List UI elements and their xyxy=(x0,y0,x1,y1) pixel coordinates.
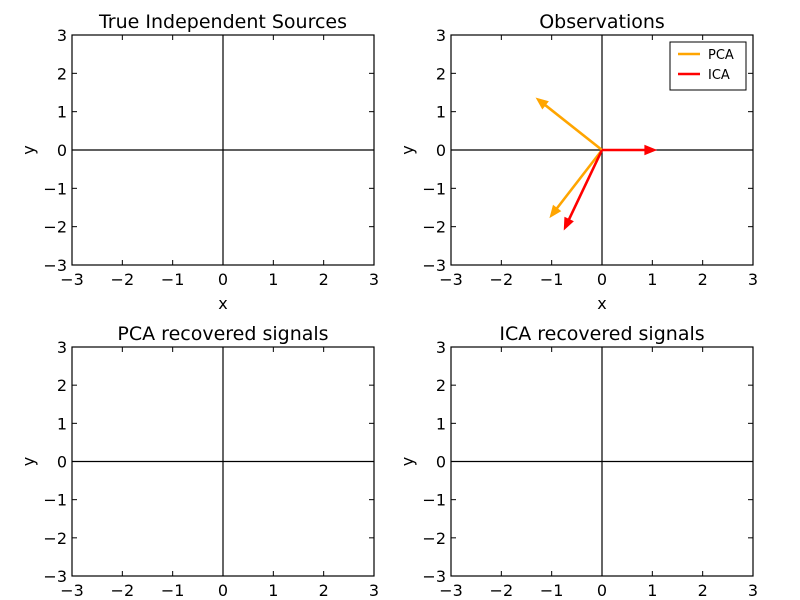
x-tick-label: −1 xyxy=(161,270,185,289)
x-tick-label: −3 xyxy=(60,270,84,289)
y-tick-label: −3 xyxy=(43,256,67,275)
x-tick-label: −3 xyxy=(439,581,463,600)
x-tick-label: −3 xyxy=(60,581,84,600)
y-axis-label: y xyxy=(19,457,38,466)
x-tick-label: 2 xyxy=(698,270,708,289)
legend-label-ica: ICA xyxy=(708,68,730,83)
x-tick-label: 0 xyxy=(218,581,228,600)
x-tick-label: −1 xyxy=(540,270,564,289)
x-tick-label: −1 xyxy=(540,581,564,600)
x-tick-label: 0 xyxy=(597,581,607,600)
y-tick-label: 2 xyxy=(436,376,446,395)
axes-frame xyxy=(71,346,375,577)
y-tick-label: −1 xyxy=(43,179,67,198)
y-tick-label: 0 xyxy=(436,141,446,160)
subplot-title: PCA recovered signals xyxy=(117,323,328,345)
y-tick-label: −1 xyxy=(422,179,446,198)
pca-arrowhead-1 xyxy=(535,97,549,110)
ica-vector-2 xyxy=(567,149,604,220)
x-tick-label: 3 xyxy=(369,581,379,600)
x-tick-label: 1 xyxy=(268,270,278,289)
y-tick-label: 1 xyxy=(436,414,446,433)
x-tick-label: 2 xyxy=(319,270,329,289)
ica-arrowhead-2 xyxy=(563,216,574,231)
legend: PCA ICA xyxy=(669,41,747,91)
pca-vector-2 xyxy=(555,149,604,210)
y-tick-label: −2 xyxy=(422,529,446,548)
y-tick-label: 0 xyxy=(436,453,446,472)
y-tick-label: 0 xyxy=(57,453,67,472)
pca-vector-1 xyxy=(544,104,603,152)
y-axis-label: y xyxy=(19,145,38,154)
y-tick-label: 3 xyxy=(57,338,67,357)
y-tick-label: −3 xyxy=(422,256,446,275)
y-tick-label: −3 xyxy=(43,567,67,586)
axes-frame xyxy=(450,346,754,577)
y-tick-label: −2 xyxy=(43,218,67,237)
subplot-title: True Independent Sources xyxy=(98,11,347,33)
axes-frame xyxy=(450,34,754,266)
y-tick-label: 3 xyxy=(57,26,67,45)
y-tick-label: −3 xyxy=(422,567,446,586)
x-tick-label: −3 xyxy=(439,270,463,289)
subplot-1: −3 −2 −1 0 1 2 3 −3 −2 −1 0 1 2 3 True Independent Sou… xyxy=(19,11,379,313)
x-tick-label: 0 xyxy=(597,270,607,289)
subplot-4: −3 −2 −1 0 1 2 3 −3 −2 −1 0 1 2 3 ICA recovered signal… xyxy=(398,323,758,600)
x-tick-label: 1 xyxy=(647,270,657,289)
y-tick-label: 1 xyxy=(436,103,446,122)
x-tick-label: 1 xyxy=(647,581,657,600)
x-axis-label: x xyxy=(218,294,227,313)
y-tick-label: −2 xyxy=(43,529,67,548)
x-tick-label: 3 xyxy=(748,270,758,289)
y-tick-label: 1 xyxy=(57,414,67,433)
y-tick-label: 2 xyxy=(57,376,67,395)
x-tick-label: 2 xyxy=(319,581,329,600)
axes-frame xyxy=(71,34,375,266)
x-tick-label: 2 xyxy=(698,581,708,600)
y-axis-label: y xyxy=(398,145,417,154)
legend-box xyxy=(669,41,747,91)
x-tick-label: 0 xyxy=(218,270,228,289)
y-tick-label: 2 xyxy=(436,64,446,83)
ica-arrowhead-1 xyxy=(644,144,658,156)
x-tick-label: −2 xyxy=(111,270,135,289)
y-tick-label: −2 xyxy=(422,218,446,237)
y-tick-label: 2 xyxy=(57,64,67,83)
y-tick-label: −1 xyxy=(43,491,67,510)
subplot-2: −3 −2 −1 0 1 2 3 −3 −2 −1 0 1 2 3 Observations x y PCA ICA xyxy=(398,11,758,313)
y-tick-label: 1 xyxy=(57,103,67,122)
subplot-title: ICA recovered signals xyxy=(499,323,704,345)
x-tick-label: −2 xyxy=(111,581,135,600)
subplot-title: Observations xyxy=(539,11,665,33)
x-tick-label: 3 xyxy=(748,581,758,600)
x-axis-label: x xyxy=(597,294,606,313)
x-tick-label: 1 xyxy=(268,581,278,600)
y-axis-label: y xyxy=(398,457,417,466)
x-tick-label: −2 xyxy=(490,581,514,600)
y-tick-label: 0 xyxy=(57,141,67,160)
pca-arrowhead-2 xyxy=(549,204,562,219)
x-tick-label: −2 xyxy=(490,270,514,289)
x-tick-label: −1 xyxy=(161,581,185,600)
y-tick-label: 3 xyxy=(436,26,446,45)
legend-label-pca: PCA xyxy=(708,48,734,63)
y-tick-label: 3 xyxy=(436,338,446,357)
x-tick-label: 3 xyxy=(369,270,379,289)
subplot-3: −3 −2 −1 0 1 2 3 −3 −2 −1 0 1 2 3 PCA recovered signal… xyxy=(19,323,379,600)
y-tick-label: −1 xyxy=(422,491,446,510)
